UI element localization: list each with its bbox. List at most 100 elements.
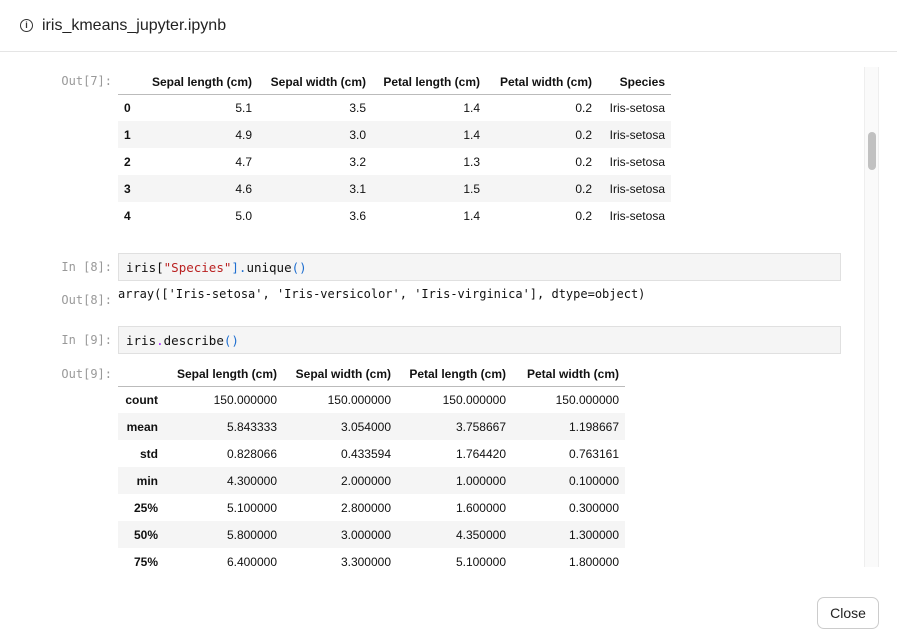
table-row: 25% 5.100000 2.800000 1.600000 0.300000 bbox=[118, 494, 625, 521]
table-cell: Iris-setosa bbox=[609, 208, 665, 223]
code-token: ]. bbox=[231, 260, 247, 275]
row-index: 4 bbox=[124, 208, 131, 223]
table-cell: 0.2 bbox=[575, 154, 592, 169]
table-cell: 4.6 bbox=[140, 175, 258, 202]
table-cell: 1.4 bbox=[372, 121, 486, 148]
table-row: 2 4.7 3.2 1.3 0.2 Iris-setosa bbox=[118, 148, 671, 175]
row-index: 2 bbox=[124, 154, 131, 169]
output-8: array(['Iris-setosa', 'Iris-versicolor',… bbox=[118, 287, 646, 301]
table-row: 75% 6.400000 3.300000 5.100000 1.800000 bbox=[118, 548, 625, 569]
table-cell: 1.3 bbox=[463, 154, 480, 169]
table-cell: 4.9 bbox=[140, 121, 258, 148]
code-token: () bbox=[223, 333, 239, 348]
code-cell-9[interactable]: iris.describe() bbox=[118, 326, 841, 354]
close-button[interactable]: Close bbox=[817, 597, 879, 629]
table-cell: 1.764420 bbox=[455, 446, 506, 461]
notebook-preview[interactable]: Out[7]: Sepal length (cm) Sepal width (cm… bbox=[0, 52, 897, 568]
dataframe-head-table: Sepal length (cm) Sepal width (cm) Petal l… bbox=[118, 70, 671, 229]
table-cell: 3.2 bbox=[349, 154, 366, 169]
table-row: std 0.828066 0.433594 1.764420 0.763161 bbox=[118, 440, 625, 467]
table-row: min 4.300000 2.000000 1.000000 0.100000 bbox=[118, 467, 625, 494]
column-header: Sepal width (cm) bbox=[258, 70, 372, 95]
table-cell: 0.2 bbox=[486, 121, 598, 148]
table-cell: Iris-setosa bbox=[598, 175, 671, 202]
table-row: 50% 5.800000 3.000000 4.350000 1.300000 bbox=[118, 521, 625, 548]
table-cell: 0.828066 bbox=[226, 446, 277, 461]
row-index: 75% bbox=[133, 554, 158, 569]
table-cell: 3.5 bbox=[349, 100, 366, 115]
table-cell: 1.000000 bbox=[397, 467, 512, 494]
column-header bbox=[118, 70, 140, 95]
row-index: 3 bbox=[118, 175, 140, 202]
table-cell: 0.433594 bbox=[340, 446, 391, 461]
table-cell: 3.758667 bbox=[397, 413, 512, 440]
code-token: . bbox=[156, 333, 164, 348]
table-cell: 1.600000 bbox=[455, 500, 506, 515]
table-cell: 1.4 bbox=[463, 208, 480, 223]
table-cell: 6.400000 bbox=[226, 554, 277, 569]
table-cell: 3.6 bbox=[349, 208, 366, 223]
column-header: Species bbox=[598, 70, 671, 95]
table-cell: 3.1 bbox=[258, 175, 372, 202]
table-cell: 4.350000 bbox=[397, 521, 512, 548]
code-token: () bbox=[291, 260, 307, 275]
table-cell: 150.000000 bbox=[213, 392, 277, 407]
column-header: Petal width (cm) bbox=[486, 70, 598, 95]
out8-prompt: Out[8]: bbox=[61, 293, 112, 307]
code-token: unique bbox=[246, 260, 292, 275]
table-cell: 1.198667 bbox=[512, 413, 625, 440]
row-index: 0 bbox=[124, 100, 131, 115]
row-index: 25% bbox=[133, 500, 158, 515]
table-cell: 5.1 bbox=[235, 100, 252, 115]
table-row: 3 4.6 3.1 1.5 0.2 Iris-setosa bbox=[118, 175, 671, 202]
table-cell: 3.054000 bbox=[283, 413, 397, 440]
code-cell-8[interactable]: iris["Species"].unique() bbox=[118, 253, 841, 281]
table-cell: Iris-setosa bbox=[609, 154, 665, 169]
column-header bbox=[118, 362, 164, 387]
table-cell: 1.5 bbox=[372, 175, 486, 202]
table-row: mean 5.843333 3.054000 3.758667 1.198667 bbox=[118, 413, 625, 440]
code-token: iris[ bbox=[126, 260, 164, 275]
table-cell: 3.300000 bbox=[340, 554, 391, 569]
table-cell: 150.000000 bbox=[442, 392, 506, 407]
column-header: Petal length (cm) bbox=[372, 70, 486, 95]
table-cell: 3.000000 bbox=[283, 521, 397, 548]
table-cell: 2.800000 bbox=[340, 500, 391, 515]
info-circle-icon: i bbox=[20, 19, 33, 32]
describe-table: Sepal length (cm) Sepal width (cm) Petal l… bbox=[118, 362, 625, 568]
in8-prompt: In [8]: bbox=[61, 260, 112, 274]
code-token: iris bbox=[126, 333, 157, 348]
table-row: 1 4.9 3.0 1.4 0.2 Iris-setosa bbox=[118, 121, 671, 148]
code-token: describe bbox=[163, 333, 224, 348]
in9-prompt: In [9]: bbox=[61, 333, 112, 347]
table-cell: 0.100000 bbox=[512, 467, 625, 494]
scrollbar-track[interactable] bbox=[864, 67, 879, 567]
notebook-title: iris_kmeans_jupyter.ipynb bbox=[42, 16, 227, 34]
table-row: 4 5.0 3.6 1.4 0.2 Iris-setosa bbox=[118, 202, 671, 229]
table-cell: 150.000000 bbox=[555, 392, 619, 407]
code-string: "Species" bbox=[163, 260, 232, 275]
column-header: Sepal length (cm) bbox=[140, 70, 258, 95]
row-index: min bbox=[118, 467, 164, 494]
table-row: count 150.000000 150.000000 150.000000 150.0… bbox=[118, 386, 625, 413]
row-index: 50% bbox=[118, 521, 164, 548]
table-cell: 0.300000 bbox=[568, 500, 619, 515]
table-cell: 1.800000 bbox=[568, 554, 619, 569]
column-header: Sepal width (cm) bbox=[283, 362, 397, 387]
column-header: Petal length (cm) bbox=[397, 362, 512, 387]
out7-prompt: Out[7]: bbox=[61, 74, 112, 88]
row-index: 1 bbox=[118, 121, 140, 148]
scrollbar-thumb[interactable] bbox=[868, 132, 876, 170]
table-cell: 5.800000 bbox=[164, 521, 283, 548]
table-cell: 0.2 bbox=[486, 175, 598, 202]
table-row: 0 5.1 3.5 1.4 0.2 Iris-setosa bbox=[118, 94, 671, 121]
row-index: std bbox=[140, 446, 158, 461]
table-cell: 5.843333 bbox=[164, 413, 283, 440]
table-cell: 0.763161 bbox=[568, 446, 619, 461]
column-header: Petal width (cm) bbox=[512, 362, 625, 387]
dialog-header: i iris_kmeans_jupyter.ipynb bbox=[0, 0, 897, 52]
row-index: mean bbox=[118, 413, 164, 440]
table-cell: 0.2 bbox=[575, 208, 592, 223]
table-cell: 3.0 bbox=[258, 121, 372, 148]
table-cell: 1.300000 bbox=[512, 521, 625, 548]
